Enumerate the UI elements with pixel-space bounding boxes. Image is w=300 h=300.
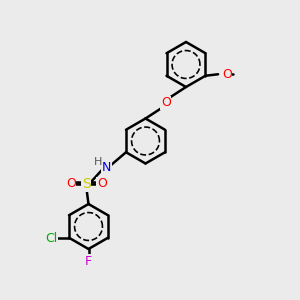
Text: S: S <box>82 178 91 191</box>
Text: F: F <box>85 255 92 268</box>
Text: H: H <box>94 157 102 167</box>
Text: Cl: Cl <box>46 232 58 245</box>
Text: O: O <box>161 96 171 109</box>
Text: O: O <box>66 177 76 190</box>
Text: O: O <box>97 177 107 190</box>
Text: O: O <box>222 68 232 81</box>
Text: N: N <box>102 161 111 174</box>
